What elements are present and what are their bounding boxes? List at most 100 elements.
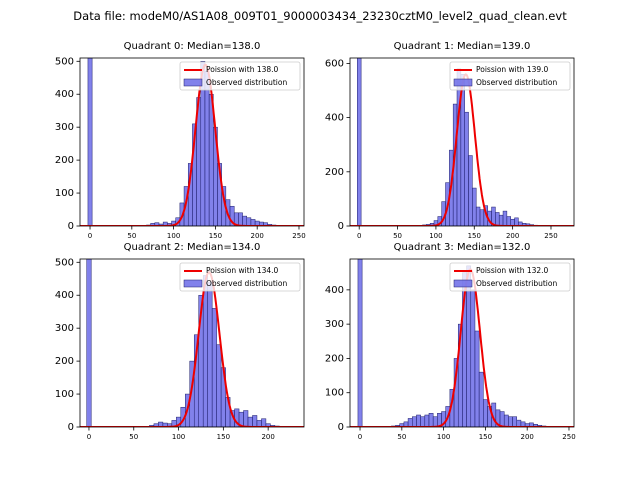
x-tick-label: 200 <box>521 433 534 441</box>
histogram-bar <box>506 216 511 226</box>
histogram-bar <box>416 414 421 427</box>
histogram-bar <box>516 419 522 427</box>
panel-title: Quadrant 0: Median=138.0 <box>124 41 261 52</box>
y-tick-label: 400 <box>325 113 344 124</box>
x-tick-label: 200 <box>251 232 264 240</box>
x-tick-label: 0 <box>88 232 92 240</box>
histogram-bar <box>468 155 473 226</box>
y-tick-label: 200 <box>55 155 74 166</box>
x-tick-label: 200 <box>261 433 274 441</box>
histogram-bar <box>464 111 469 226</box>
y-tick-label: 200 <box>325 353 344 364</box>
histogram-bar <box>424 414 430 427</box>
x-tick-label: 50 <box>397 433 406 441</box>
histogram-bar <box>202 275 208 427</box>
histogram-bar <box>495 212 500 226</box>
histogram-bar <box>483 399 488 427</box>
y-tick-label: 300 <box>55 122 74 133</box>
x-tick-label: 0 <box>357 232 361 240</box>
legend-label-observed: Observed distribution <box>476 78 557 87</box>
histogram-bar <box>499 411 505 427</box>
x-tick-label: 0 <box>87 433 91 441</box>
y-tick-label: 200 <box>55 356 74 367</box>
histogram-bar <box>474 330 480 427</box>
axes-frame <box>79 258 305 428</box>
histogram-bar <box>208 93 214 226</box>
histogram-bar <box>87 58 93 226</box>
legend-bar-swatch <box>453 279 473 288</box>
x-tick-label: 150 <box>479 433 492 441</box>
y-tick-label: 600 <box>325 58 344 69</box>
x-tick-label: 250 <box>562 433 575 441</box>
legend-label-observed: Observed distribution <box>476 279 557 288</box>
legend-label-observed: Observed distribution <box>206 78 287 87</box>
x-tick-label: 100 <box>437 433 450 441</box>
histogram-bar <box>211 308 217 427</box>
x-tick-label: 150 <box>468 232 481 240</box>
panel-quadrant-3: 0 50 100 150 200 250 0 100 200 300 400 Quadrant 3: … <box>325 242 576 441</box>
histogram-bar <box>514 217 519 226</box>
x-tick-label: 150 <box>217 433 230 441</box>
legend-label-poisson: Poission with 138.0 <box>206 65 279 74</box>
x-tick-label: 250 <box>292 232 305 240</box>
legend: Poission with 134.0 Observed distribution <box>179 262 301 292</box>
panel-quadrant-0: 0 50 100 150 200 250 0 100 200 300 400 500 Quadrant … <box>55 41 306 240</box>
histogram-bar <box>472 187 477 226</box>
y-tick-label: 400 <box>325 285 344 296</box>
panel-title: Quadrant 2: Median=134.0 <box>124 242 261 253</box>
histogram-bar <box>502 210 508 226</box>
y-tick-label: 300 <box>325 319 344 330</box>
legend-label-observed: Observed distribution <box>206 279 287 288</box>
axes-frame <box>79 57 305 227</box>
panel-title: Quadrant 1: Median=139.0 <box>394 41 531 52</box>
histogram-bar <box>357 259 363 427</box>
legend-bar-swatch <box>183 279 203 288</box>
legend-label-poisson: Poission with 132.0 <box>476 266 549 275</box>
histogram-bar <box>412 416 417 427</box>
legend-bar-swatch <box>453 78 473 87</box>
y-tick-label: 400 <box>55 290 74 301</box>
y-tick-label: 200 <box>325 167 344 178</box>
panel-quadrant-2: 0 50 100 150 200 0 100 200 300 400 500 Quadrant 2: … <box>55 242 305 441</box>
histogram-bar <box>246 217 252 226</box>
y-tick-label: 100 <box>55 188 74 199</box>
y-tick-label: 500 <box>55 257 74 268</box>
histogram-bar <box>470 289 476 427</box>
axes-frame <box>349 258 575 428</box>
y-tick-label: 500 <box>55 56 74 67</box>
histogram-bar <box>407 418 413 427</box>
poisson-fit-line <box>80 63 304 226</box>
y-tick-label: 0 <box>338 221 344 232</box>
x-tick-label: 100 <box>429 232 442 240</box>
x-tick-label: 150 <box>209 232 222 240</box>
histogram-bar <box>242 215 247 226</box>
y-tick-label: 300 <box>55 323 74 334</box>
histogram-bar <box>510 218 515 226</box>
histogram-bar <box>498 214 504 226</box>
histogram-bar <box>479 209 485 226</box>
histogram-bar <box>478 371 484 427</box>
legend-bar-swatch <box>183 78 203 87</box>
histogram-bar <box>243 410 249 427</box>
histogram-bar <box>357 58 362 226</box>
x-tick-label: 0 <box>358 433 362 441</box>
y-tick-label: 0 <box>338 422 344 433</box>
legend: Poission with 132.0 Observed distribution <box>449 262 571 292</box>
histogram-bar <box>261 418 267 427</box>
histogram-bar <box>238 212 243 226</box>
x-tick-label: 50 <box>129 433 138 441</box>
histogram-bar <box>432 416 438 427</box>
y-tick-label: 400 <box>55 89 74 100</box>
histogram-bar <box>512 416 517 427</box>
poisson-fit-line <box>80 271 304 427</box>
legend: Poission with 139.0 Observed distribution <box>449 61 571 91</box>
histogram-bar <box>420 416 426 427</box>
histogram-bar <box>428 413 434 427</box>
x-tick-label: 200 <box>506 232 519 240</box>
histogram-bar <box>207 281 213 427</box>
histogram-bar <box>252 415 258 427</box>
x-tick-label: 250 <box>544 232 557 240</box>
panel-title: Quadrant 3: Median=132.0 <box>394 242 531 253</box>
legend: Poission with 138.0 Observed distribution <box>179 61 301 91</box>
y-tick-label: 100 <box>55 389 74 400</box>
